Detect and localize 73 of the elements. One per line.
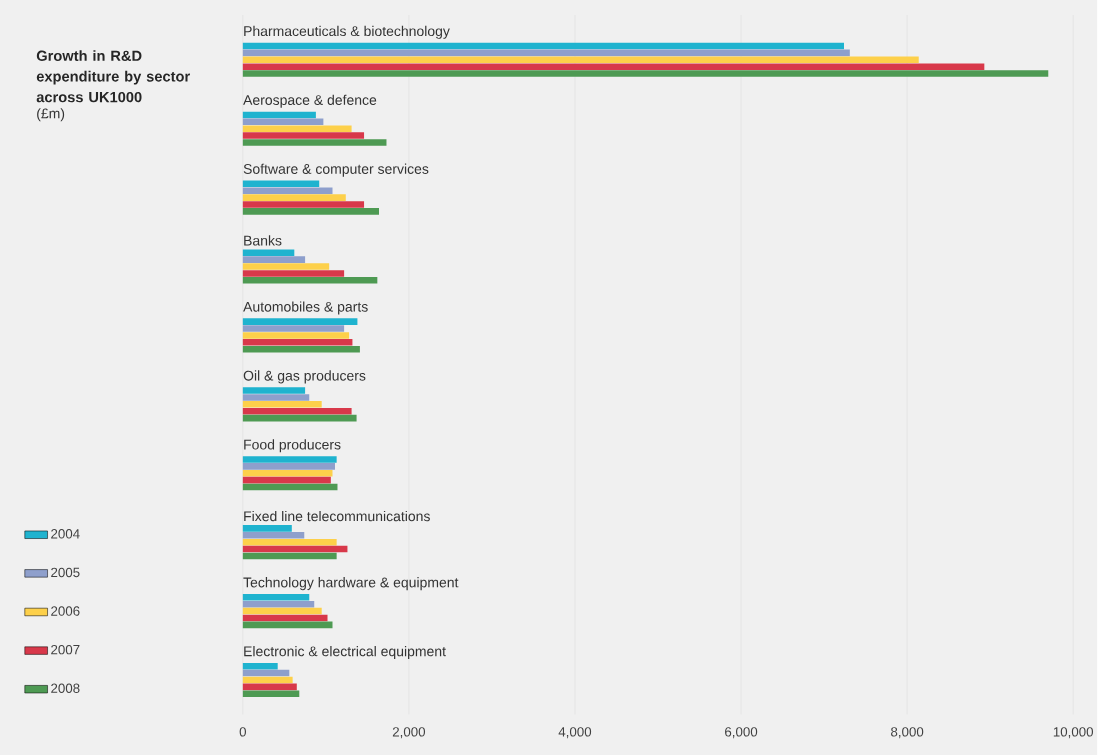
bar (242, 111, 316, 118)
x-tick-label: 6,000 (725, 726, 758, 738)
bar (242, 180, 320, 187)
bar (242, 42, 844, 50)
bar (242, 132, 365, 139)
bar (242, 325, 345, 332)
bar (242, 269, 345, 277)
bar (242, 607, 322, 615)
legend-label: 2006 (51, 606, 80, 616)
x-tick-label: 4,000 (558, 726, 592, 738)
bar (242, 263, 330, 270)
bar (242, 662, 278, 670)
bar (242, 338, 353, 346)
bar (242, 63, 985, 70)
bar (242, 201, 365, 208)
x-tick-label: 8,000 (891, 726, 924, 738)
bar (242, 56, 919, 63)
bar (242, 125, 352, 132)
bar (242, 256, 306, 263)
bar (242, 70, 1049, 77)
bar (242, 676, 293, 684)
legend-label: 2005 (51, 567, 80, 577)
bar (242, 187, 333, 194)
bar (242, 345, 360, 353)
bar (242, 469, 333, 477)
y-tick-label: Oil & gas producers (243, 370, 366, 384)
bar (242, 552, 337, 560)
bar (242, 683, 297, 690)
bar (242, 249, 295, 256)
bar (242, 49, 850, 56)
bar (242, 600, 315, 608)
bar (242, 318, 358, 325)
bar (242, 545, 348, 553)
x-tick-label: 2,000 (392, 726, 426, 738)
bar (242, 207, 379, 215)
bar (242, 194, 346, 201)
y-tick-label: Electronic & electrical equipment (244, 645, 446, 659)
legend-label: 2007 (51, 644, 80, 655)
y-tick-label: Banks (244, 235, 282, 246)
y-tick-label: Pharmaceuticals & biotechnology (244, 25, 450, 39)
bar (242, 524, 292, 532)
bar (242, 538, 337, 546)
bar (242, 690, 300, 697)
bar (242, 331, 350, 339)
bar (242, 387, 306, 394)
x-tick-label: 10,000 (1053, 726, 1094, 738)
bar (242, 400, 322, 408)
y-tick-label: Technology hardware & equipment (243, 576, 459, 590)
text: Growth in R&D expenditure by sector across UK1000 (36, 50, 190, 103)
bar (242, 483, 338, 491)
bar (242, 393, 310, 401)
bar (242, 414, 357, 422)
bar (242, 614, 328, 622)
x-tick-label: 0 (239, 726, 247, 737)
bar (242, 531, 305, 539)
y-tick-label: Food producers (244, 439, 341, 453)
y-tick-label: Aerospace & defence (243, 94, 377, 108)
y-tick-label: Fixed line telecommunications (244, 510, 430, 522)
bar (242, 455, 337, 463)
legend-label: 2004 (51, 528, 80, 539)
legend-label: 2008 (51, 683, 80, 693)
y-tick-label: Software & computer services (243, 163, 429, 177)
y-tick-label: Automobiles & parts (243, 301, 368, 315)
text: (£m) (37, 107, 65, 121)
bar (242, 593, 310, 601)
bar (242, 476, 331, 484)
bar (242, 407, 352, 415)
bar (242, 138, 387, 146)
bar (242, 621, 333, 628)
bar (242, 462, 335, 470)
bar (242, 118, 324, 125)
bar (242, 276, 378, 284)
bar (242, 669, 290, 677)
